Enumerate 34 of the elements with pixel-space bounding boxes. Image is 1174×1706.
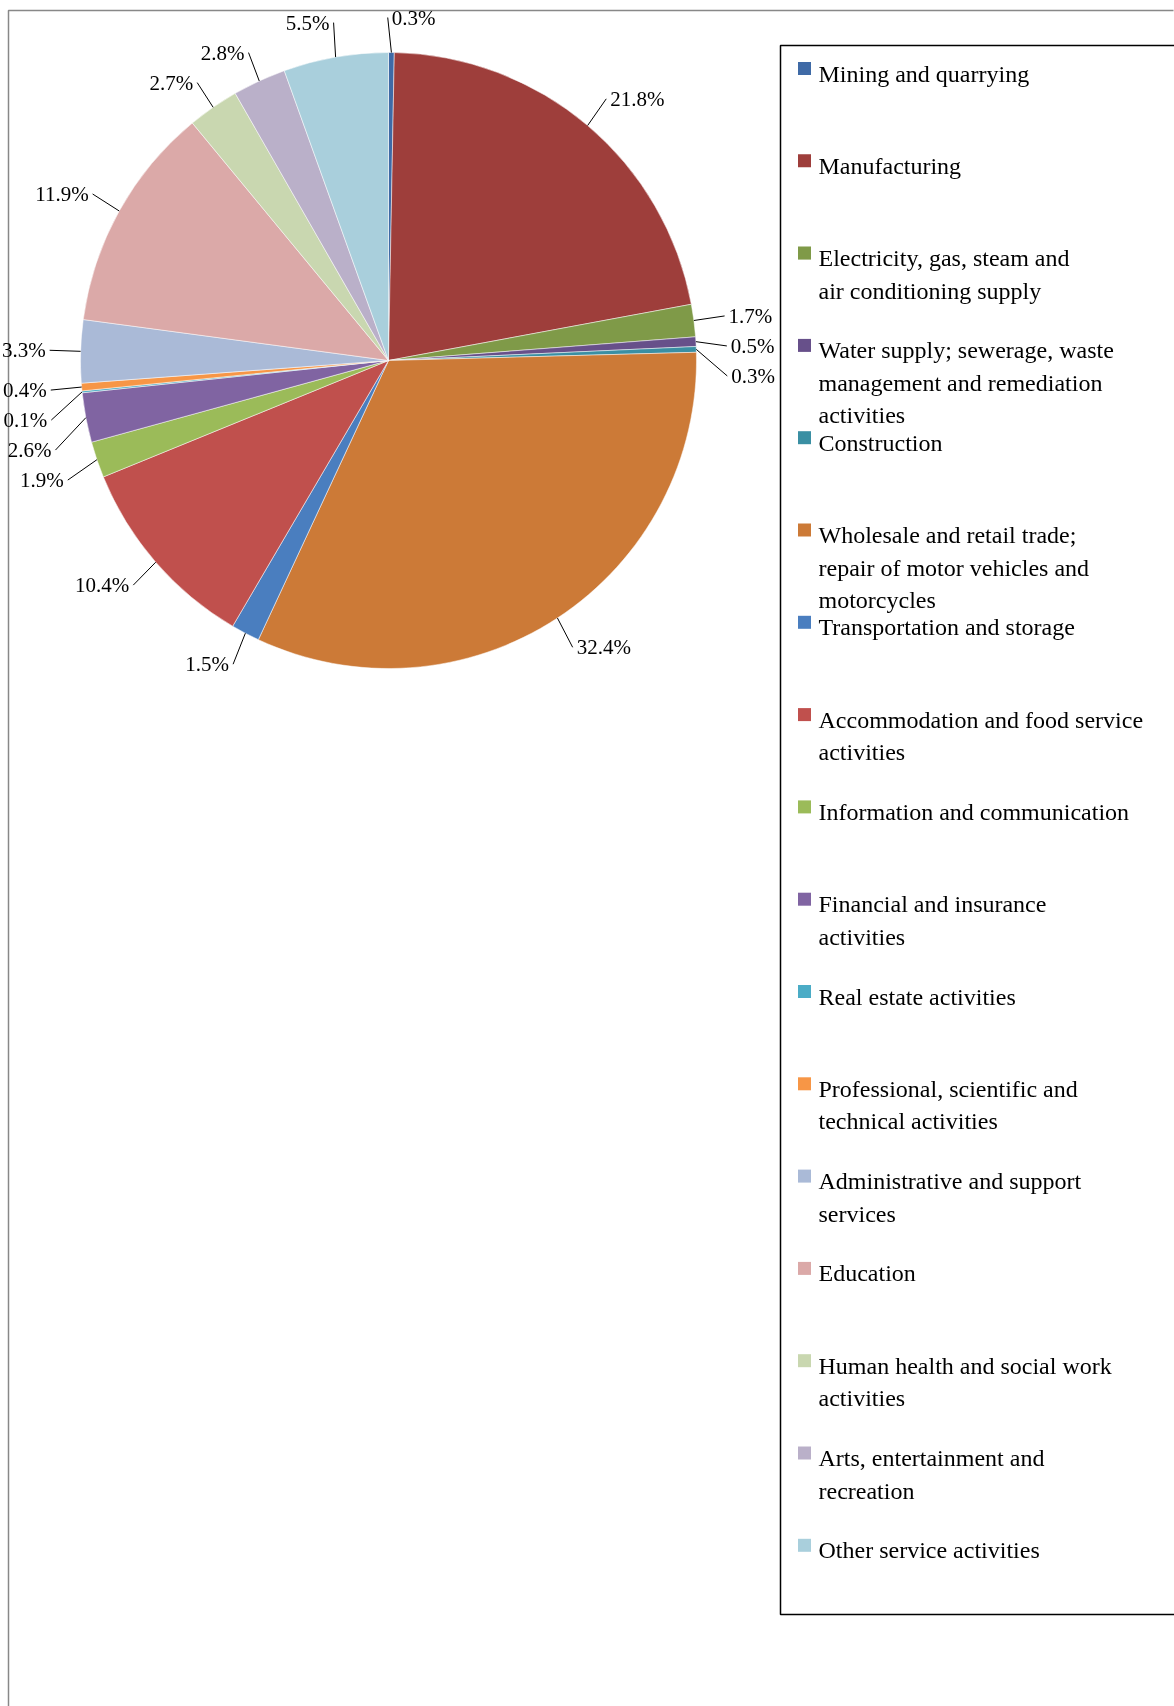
legend-label: Water supply; sewerage, waste management and remediation activities bbox=[818, 337, 1114, 429]
legend-label: Financial and insurance activities bbox=[818, 891, 1047, 950]
legend-label: Education bbox=[818, 1260, 916, 1287]
legend-label: Other service activities bbox=[818, 1537, 1040, 1564]
legend-label: Manufacturing bbox=[818, 152, 962, 179]
legend-label: Professional, scientific and technical activities bbox=[818, 1075, 1078, 1135]
legend-label: Administrative and support services bbox=[818, 1168, 1082, 1227]
legend-label: Construction bbox=[818, 429, 943, 456]
data-label: 32.4% bbox=[576, 635, 631, 660]
data-label: 1.7% bbox=[728, 303, 773, 328]
data-label: 0.1% bbox=[3, 408, 48, 433]
data-label: 0.5% bbox=[730, 333, 775, 358]
legend-label: Electricity, gas, steam and air conditioning supply bbox=[818, 245, 1070, 304]
legend-label: Accommodation and food service activities bbox=[818, 706, 1144, 766]
legend-label: Real estate activities bbox=[818, 983, 1016, 1010]
data-label: 0.4% bbox=[3, 378, 47, 403]
data-label: 2.6% bbox=[7, 438, 52, 463]
data-label: 3.3% bbox=[1, 338, 46, 363]
legend-label: Information and communication bbox=[818, 798, 1130, 825]
data-label: 0.3% bbox=[391, 5, 436, 30]
data-label: 1.9% bbox=[20, 468, 64, 493]
data-label: 5.5% bbox=[285, 10, 330, 35]
legend-label: Human health and social work activities bbox=[818, 1352, 1112, 1412]
legend-label: Arts, entertainment and recreation bbox=[818, 1445, 1045, 1504]
legend-label: Transportation and storage bbox=[818, 614, 1075, 641]
data-label: 10.4% bbox=[75, 573, 130, 598]
data-label: 1.5% bbox=[185, 652, 230, 677]
data-label: 2.8% bbox=[200, 40, 245, 65]
data-label: 2.7% bbox=[149, 70, 194, 95]
legend-label: Mining and quarrying bbox=[818, 60, 1030, 87]
legend-label: Wholesale and retail trade; repair of motor vehicles and motorcycles bbox=[818, 522, 1090, 613]
data-label: 0.3% bbox=[731, 363, 776, 388]
data-label: 11.9% bbox=[35, 182, 89, 206]
data-label: 21.8% bbox=[610, 86, 665, 111]
